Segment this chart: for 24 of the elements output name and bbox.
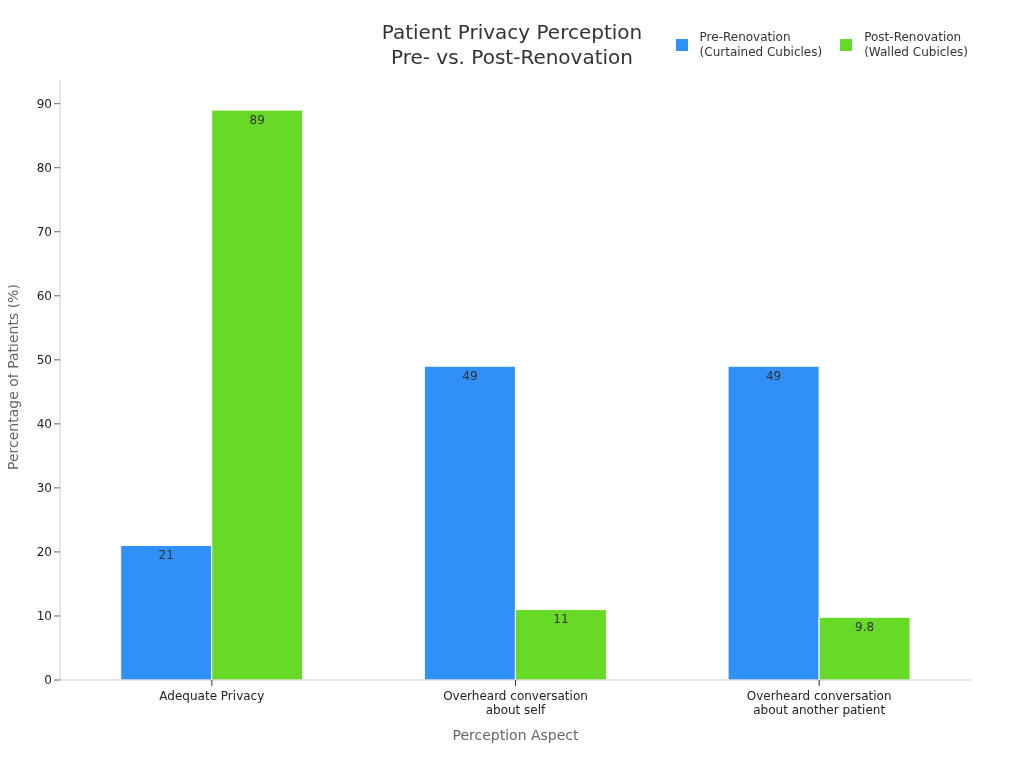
y-tick-label: 30 [36,481,52,496]
y-axis-title: Percentage of Patients (%) [4,284,21,470]
data-label: 21 [158,548,174,563]
y-tick-label: 40 [36,417,52,432]
y-tick-label: 90 [36,96,52,111]
x-tick-label: Overheard conversation about self [443,689,588,718]
legend-label: Pre-Renovation (Curtained Cubicles) [699,30,823,60]
y-tick-label: 80 [36,160,52,175]
x-axis-title: Perception Aspect [452,727,580,743]
chart-title: Patient Privacy Perception Pre- vs. Post-Renovation [381,20,643,69]
y-tick-label: 20 [36,545,52,560]
y-tick-label: 0 [44,673,52,688]
y-tick-label: 70 [36,225,52,240]
y-tick-label: 10 [36,609,52,624]
data-label: 9.8 [855,619,875,634]
x-tick-label: Overheard conversation about another patient [746,689,892,718]
data-label: 11 [553,612,569,627]
y-tick-label: 50 [36,353,52,368]
y-tick-label: 60 [36,289,52,304]
x-tick-label: Adequate Privacy [159,689,265,703]
data-label: 49 [462,368,478,383]
data-label: 89 [249,112,265,127]
legend-label: Post-Renovation (Walled Cubicles) [864,30,968,60]
data-label: 49 [765,368,782,383]
